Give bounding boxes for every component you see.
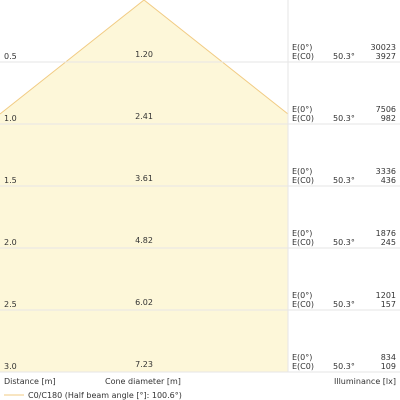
angle-label: 50.3°: [333, 300, 355, 309]
center-axis-label: Cone diameter [m]: [105, 377, 181, 386]
x-axis-label: Distance [m]: [4, 377, 56, 386]
angle-label: 50.3°: [333, 238, 355, 247]
angle-label: 50.3°: [333, 52, 355, 61]
legend-label: C0/C180 (Half beam angle [°]: 100.6°): [28, 391, 182, 400]
e0-label: E(0°): [292, 105, 312, 114]
ec0-label: E(C0): [292, 114, 314, 123]
ec0-label: E(C0): [292, 176, 314, 185]
ec0-label: E(C0): [292, 362, 314, 371]
distance-label: 1.0: [4, 114, 17, 123]
e0-value: 1201: [376, 291, 396, 300]
e0-value: 834: [381, 353, 396, 362]
diameter-label: 6.02: [135, 298, 153, 307]
diameter-label: 4.82: [135, 236, 153, 245]
ec0-label: E(C0): [292, 52, 314, 61]
e0-label: E(0°): [292, 353, 312, 362]
illuminance-axis-label: Illuminance [lx]: [334, 377, 396, 386]
ec0-value: 109: [381, 362, 396, 371]
e0-label: E(0°): [292, 291, 312, 300]
e0-value: 7506: [376, 105, 396, 114]
diameter-label: 1.20: [135, 50, 153, 59]
distance-label: 2.0: [4, 238, 17, 247]
e0-label: E(0°): [292, 43, 312, 52]
diameter-label: 2.41: [135, 112, 153, 121]
angle-label: 50.3°: [333, 114, 355, 123]
distance-label: 2.5: [4, 300, 17, 309]
ec0-value: 245: [381, 238, 396, 247]
diameter-label: 3.61: [135, 174, 153, 183]
ec0-value: 157: [381, 300, 396, 309]
e0-label: E(0°): [292, 167, 312, 176]
distance-label: 3.0: [4, 362, 17, 371]
ec0-value: 3927: [376, 52, 396, 61]
ec0-value: 436: [381, 176, 396, 185]
e0-value: 1876: [376, 229, 396, 238]
e0-label: E(0°): [292, 229, 312, 238]
angle-label: 50.3°: [333, 176, 355, 185]
cone-edge-line: [0, 0, 289, 115]
diameter-label: 7.23: [135, 360, 153, 369]
distance-label: 0.5: [4, 52, 17, 61]
angle-label: 50.3°: [333, 362, 355, 371]
ec0-value: 982: [381, 114, 396, 123]
e0-value: 30023: [371, 43, 396, 52]
ec0-label: E(C0): [292, 238, 314, 247]
distance-label: 1.5: [4, 176, 17, 185]
e0-value: 3336: [376, 167, 396, 176]
ec0-label: E(C0): [292, 300, 314, 309]
